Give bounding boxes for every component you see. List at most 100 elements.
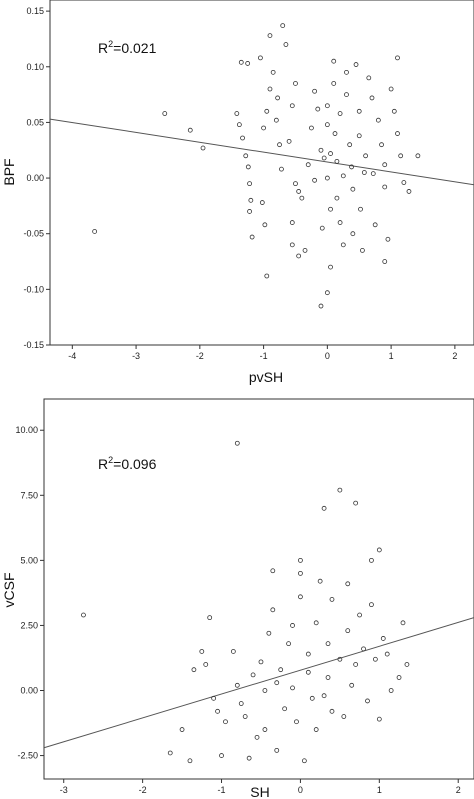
data-point [211, 695, 217, 701]
data-point [382, 162, 388, 168]
data-point [294, 719, 299, 725]
data-point [282, 706, 288, 712]
data-point [258, 55, 263, 61]
data-point [289, 220, 295, 225]
data-point [337, 487, 343, 493]
data-point [249, 234, 255, 240]
data-point [406, 189, 412, 194]
data-point [358, 206, 363, 212]
data-point [337, 656, 343, 662]
plot-area [49, 0, 474, 346]
data-point [372, 222, 378, 228]
data-point [262, 727, 268, 732]
data-point [404, 662, 410, 667]
data-point [344, 92, 349, 97]
data-point [280, 23, 286, 28]
x-tick-label: -3 [132, 351, 140, 361]
data-point [270, 607, 276, 613]
data-point [337, 111, 343, 116]
data-point [340, 173, 346, 179]
data-point [238, 701, 244, 706]
data-point [245, 164, 251, 170]
data-point [191, 667, 197, 673]
data-point [279, 166, 284, 172]
data-point [334, 158, 340, 164]
axis-ticks [46, 10, 456, 349]
x-tick-label: -4 [68, 351, 76, 361]
data-point [382, 259, 388, 264]
data-point [283, 42, 289, 47]
data-point [347, 142, 353, 148]
data-point [305, 669, 311, 675]
data-point [305, 651, 311, 657]
data-point [370, 171, 376, 177]
data-point [277, 142, 282, 148]
data-point [247, 209, 252, 214]
data-point [382, 184, 388, 190]
data-point [395, 55, 400, 61]
x-tick-label: 0 [298, 785, 303, 795]
y-tick-label: 0.05 [26, 117, 44, 127]
r-squared-prefix: R [98, 40, 108, 56]
data-point [243, 153, 249, 159]
data-points [81, 440, 410, 764]
data-point [261, 125, 266, 131]
data-point [230, 649, 236, 654]
data-point [353, 62, 359, 67]
x-tick-label: 0 [325, 351, 330, 361]
data-point [324, 175, 330, 181]
y-tick-label: 2.50 [20, 620, 38, 630]
data-point [278, 667, 284, 673]
data-point [289, 242, 295, 248]
data-point [319, 225, 325, 231]
data-point [349, 682, 355, 688]
data-point [234, 111, 240, 116]
r-squared-annotation: R2=0.096 [98, 455, 157, 472]
data-point [162, 111, 168, 116]
data-point [337, 220, 343, 225]
data-point [331, 58, 337, 64]
data-point [270, 568, 276, 574]
r-squared-value: =0.096 [113, 456, 156, 472]
tick-labels: -0.15 -0.10 -0.05 0.00 0.05 0.10 0.15 -4 -3 -2 -1 0… [23, 6, 457, 361]
data-point [395, 131, 400, 136]
y-tick-label: 0.00 [26, 173, 44, 183]
data-point [376, 547, 382, 553]
x-axis-title: SH [250, 784, 269, 799]
data-point [318, 147, 324, 153]
data-point [312, 88, 318, 94]
data-point [341, 714, 347, 719]
data-point [318, 303, 324, 309]
data-point [250, 672, 256, 678]
data-point [309, 695, 315, 701]
data-point [199, 649, 205, 654]
data-point [361, 170, 367, 175]
y-tick-label: 10.00 [15, 425, 38, 435]
chart-bpf-vs-pvsh: -0.15 -0.10 -0.05 0.00 0.05 0.10 0.15 -4 -3 -2 -1 0… [1, 0, 474, 385]
data-point [331, 81, 337, 86]
data-point [203, 662, 209, 667]
y-axis-title: BPF [1, 158, 17, 185]
y-tick-label: 0.10 [26, 62, 44, 72]
y-axis-title: vCSF [1, 573, 17, 608]
data-point [384, 651, 390, 657]
data-point [328, 151, 333, 156]
data-point [240, 135, 245, 141]
data-point [332, 131, 338, 136]
x-tick-label: -2 [196, 351, 204, 361]
data-point [324, 290, 330, 296]
data-point [317, 578, 323, 584]
data-point [290, 623, 295, 628]
data-point [369, 95, 375, 101]
data-point [353, 662, 359, 667]
data-point [329, 597, 335, 602]
data-point [375, 117, 381, 123]
data-point [353, 500, 359, 506]
data-point [302, 248, 308, 253]
data-point [398, 153, 404, 159]
data-point [305, 162, 311, 168]
x-axis-title: pvSH [249, 369, 283, 385]
x-tick-label: -1 [218, 785, 226, 795]
data-point [167, 750, 173, 756]
